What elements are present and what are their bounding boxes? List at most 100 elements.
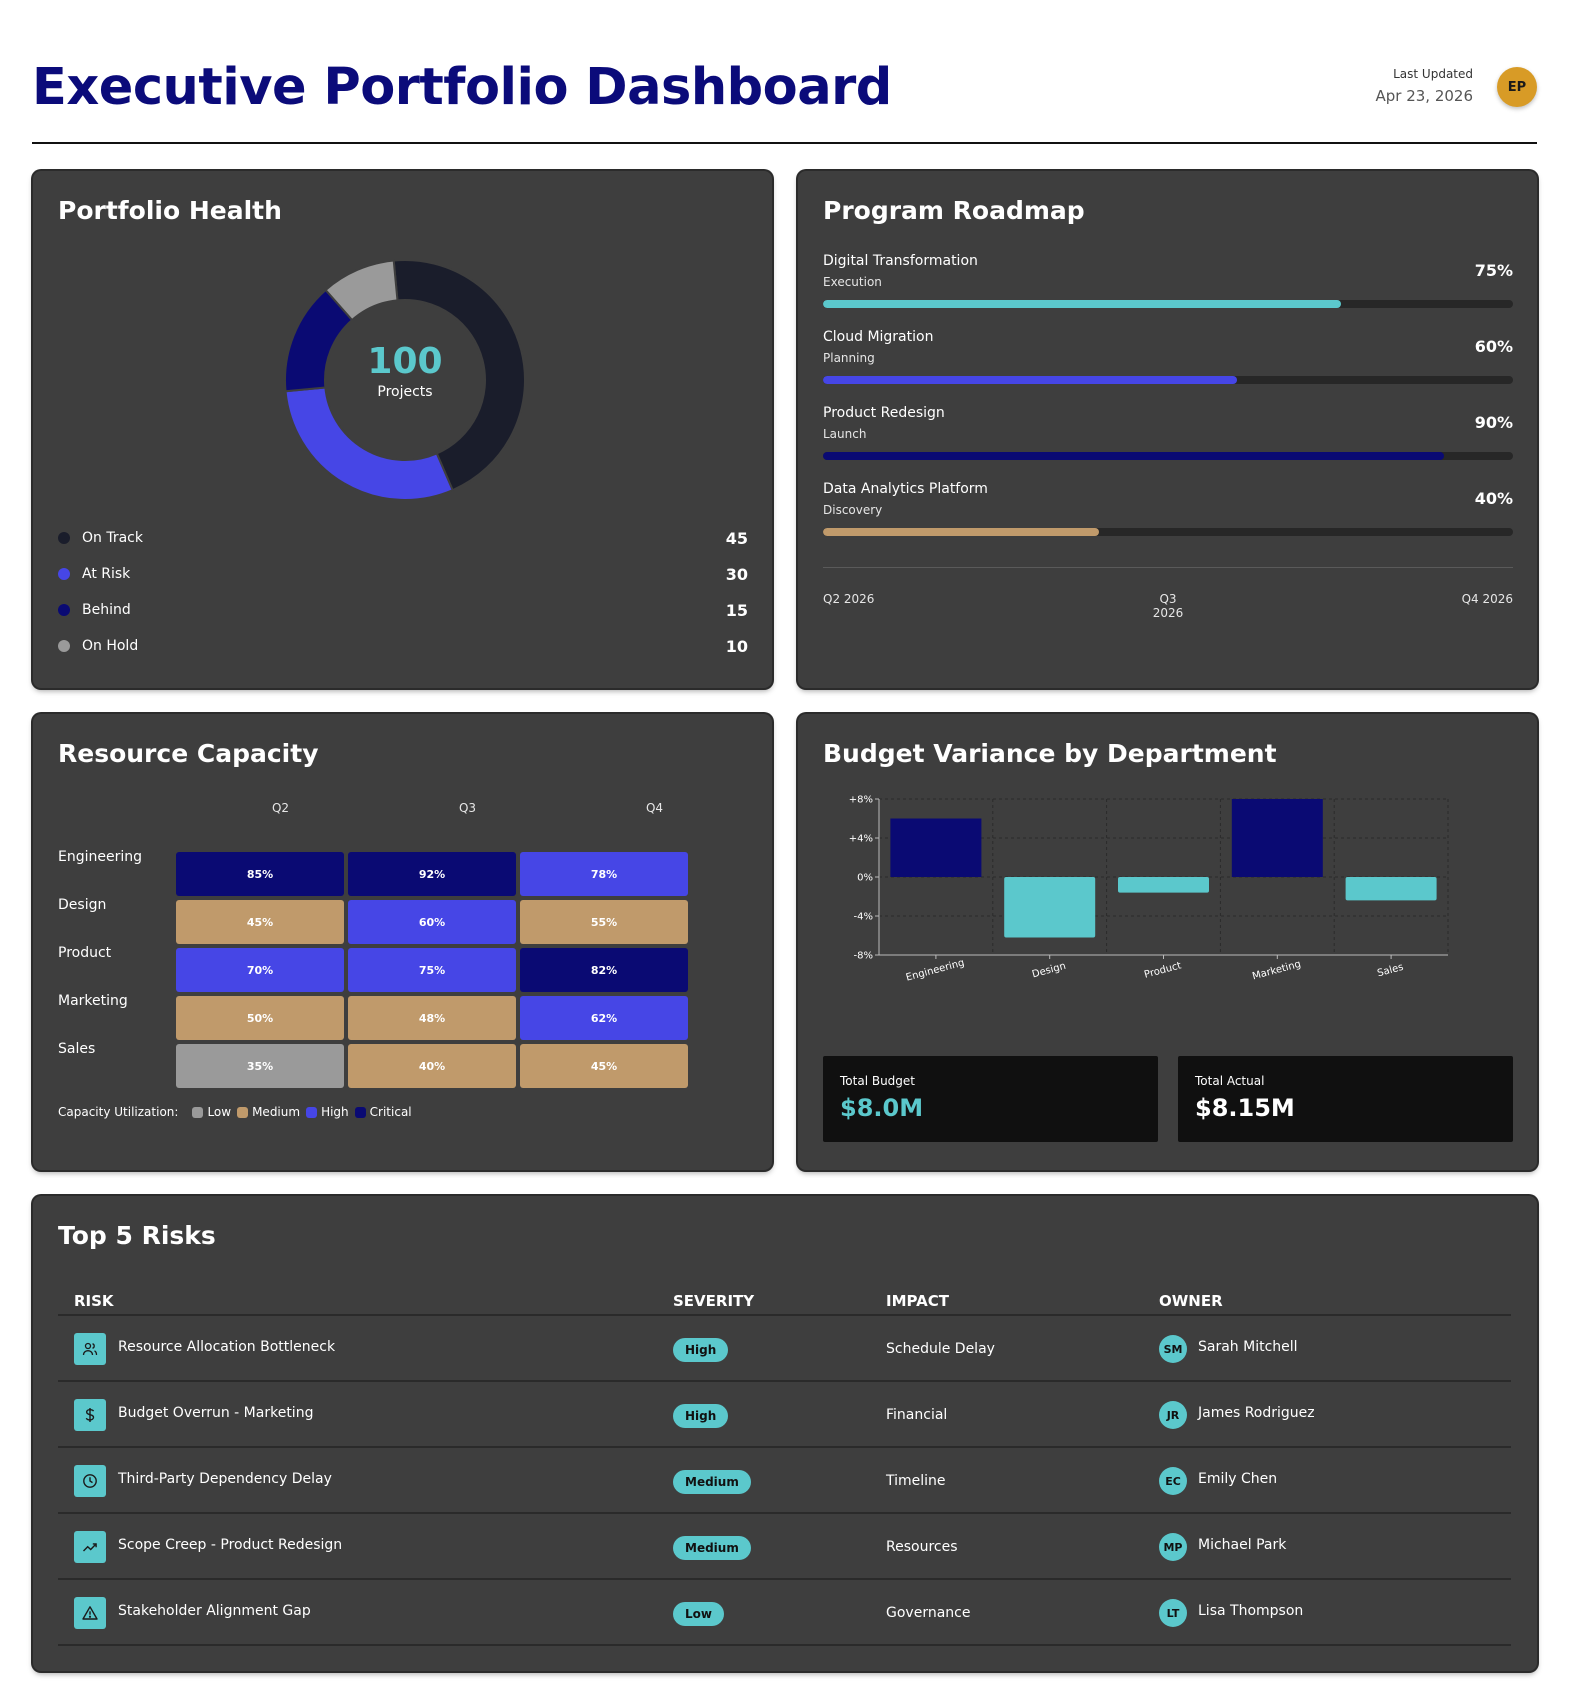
risk-name: Scope Creep - Product Redesign [118, 1537, 343, 1553]
donut-total-label: Projects [377, 384, 433, 400]
table-row[interactable]: Third-Party Dependency Delay Medium Time… [58, 1448, 1511, 1514]
medium-swatch [237, 1106, 249, 1118]
bar-design[interactable] [1004, 877, 1096, 938]
last-updated-date: Apr 23, 2026 [1375, 87, 1473, 105]
clock-icon [74, 1465, 106, 1497]
timeline-label: Q2 2026 [823, 592, 875, 606]
table-row[interactable]: Resource Allocation Bottleneck High Sche… [58, 1316, 1511, 1382]
heatmap-cell[interactable]: 40% [348, 1044, 516, 1088]
heatmap-cell[interactable]: 50% [176, 996, 344, 1040]
roadmap-item-name: Digital Transformation [823, 253, 978, 269]
table-row[interactable]: Budget Overrun - Marketing High Financia… [58, 1382, 1511, 1448]
legend-count: 10 [725, 636, 748, 656]
user-avatar[interactable]: EP [1497, 67, 1537, 107]
heatmap-column-header: Q4 [645, 801, 664, 815]
x-tick-label: Engineering [905, 958, 966, 984]
donut-total: 100 [367, 341, 443, 382]
roadmap-item-digital-transformation[interactable]: Digital Transformation Execution 75% [823, 253, 1513, 317]
resource-capacity-card: Resource Capacity Q2 Q3 Q4 Engineering 85… [33, 714, 772, 1170]
bar-product[interactable] [1118, 877, 1209, 893]
table-header-divider [58, 1314, 1511, 1316]
donut-slice-at-risk[interactable] [284, 386, 454, 501]
roadmap-item-cloud-migration[interactable]: Cloud Migration Planning 60% [823, 329, 1513, 393]
roadmap-item-percent: 90% [1474, 413, 1513, 432]
total-actual-label: Total Actual [1195, 1074, 1265, 1088]
heatmap-row-label: Product [58, 945, 112, 961]
legend-on-track: On Track 45 [58, 526, 748, 550]
donut-slice-on-track[interactable] [392, 259, 526, 492]
risk-impact: Timeline [886, 1473, 946, 1489]
heatmap-row-label: Design [58, 897, 107, 913]
total-budget-box: Total Budget $8.0M [823, 1056, 1158, 1142]
y-tick-label: +4% [849, 834, 873, 845]
column-header-risk[interactable]: RISK [74, 1292, 114, 1310]
timeline-label: Q3 2026 [1152, 592, 1184, 620]
risk-name: Stakeholder Alignment Gap [118, 1603, 311, 1619]
table-row[interactable]: Stakeholder Alignment Gap Low Governance… [58, 1580, 1511, 1646]
owner-avatar: LT [1159, 1599, 1187, 1627]
donut-slice-on-hold[interactable] [324, 259, 399, 322]
progress-track [823, 376, 1513, 384]
legend-count: 15 [725, 600, 748, 620]
heatmap-cell[interactable]: 92% [348, 852, 516, 896]
owner-avatar: MP [1159, 1533, 1187, 1561]
roadmap-item-percent: 75% [1474, 261, 1513, 280]
bar-sales[interactable] [1345, 877, 1437, 901]
capacity-legend: Capacity Utilization: Low Medium High Cr… [58, 1105, 412, 1119]
warning-icon [74, 1597, 106, 1629]
heatmap-cell[interactable]: 82% [520, 948, 688, 992]
heatmap-cell[interactable]: 48% [348, 996, 516, 1040]
x-tick-label: Design [1031, 961, 1067, 981]
trending-up-icon [74, 1531, 106, 1563]
heatmap-cell[interactable]: 60% [348, 900, 516, 944]
progress-fill [823, 300, 1341, 308]
total-budget-value: $8.0M [840, 1094, 924, 1122]
heatmap-cell[interactable]: 75% [348, 948, 516, 992]
risk-name: Third-Party Dependency Delay [118, 1471, 332, 1487]
heatmap-cell[interactable]: 45% [520, 1044, 688, 1088]
legend-label: At Risk [82, 566, 131, 582]
roadmap-item-name: Cloud Migration [823, 329, 934, 345]
y-tick-label: +8% [849, 795, 873, 806]
bar-engineering[interactable] [890, 818, 982, 878]
heatmap-cell[interactable]: 55% [520, 900, 688, 944]
heatmap-cell[interactable]: 45% [176, 900, 344, 944]
page-header: Executive Portfolio Dashboard Last Updat… [32, 40, 1537, 144]
heatmap-cell[interactable]: 35% [176, 1044, 344, 1088]
legend-label: Behind [82, 602, 131, 618]
behind-dot [58, 604, 70, 616]
budget-variance-card: Budget Variance by Department +8% +4% 0% -4… [798, 714, 1537, 1170]
roadmap-item-percent: 40% [1474, 489, 1513, 508]
roadmap-item-phase: Launch [823, 427, 867, 441]
column-header-severity[interactable]: SEVERITY [673, 1292, 755, 1310]
heatmap-cell[interactable]: 62% [520, 996, 688, 1040]
roadmap-item-phase: Execution [823, 275, 882, 289]
heatmap-row-label: Engineering [58, 849, 142, 865]
capacity-legend-title: Capacity Utilization: [58, 1105, 179, 1119]
column-header-owner[interactable]: OWNER [1159, 1292, 1223, 1310]
roadmap-item-product-redesign[interactable]: Product Redesign Launch 90% [823, 405, 1513, 469]
progress-track [823, 528, 1513, 536]
critical-swatch [354, 1106, 366, 1118]
table-row[interactable]: Scope Creep - Product Redesign Medium Re… [58, 1514, 1511, 1580]
timeline-axis [823, 567, 1513, 568]
heatmap-cell[interactable]: 78% [520, 852, 688, 896]
budget-variance-chart: +8% +4% 0% -4% -8% Engineering Design Product Ma… [849, 795, 1449, 984]
heatmap-cell[interactable]: 70% [176, 948, 344, 992]
heatmap-row-label: Marketing [58, 993, 128, 1009]
bar-marketing[interactable] [1231, 799, 1323, 877]
risk-impact: Financial [886, 1407, 948, 1423]
dollar-icon [74, 1399, 106, 1431]
top-risks-title: Top 5 Risks [58, 1221, 216, 1250]
heatmap-cell[interactable]: 85% [176, 852, 344, 896]
roadmap-item-phase: Discovery [823, 503, 883, 517]
severity-badge: Medium [673, 1536, 751, 1560]
roadmap-item-data-analytics-platform[interactable]: Data Analytics Platform Discovery 40% [823, 481, 1513, 545]
column-header-impact[interactable]: IMPACT [886, 1292, 949, 1310]
legend-at-risk: At Risk 30 [58, 562, 748, 586]
x-tick-label: Sales [1376, 962, 1405, 980]
risk-name: Budget Overrun - Marketing [118, 1405, 314, 1421]
heatmap-column-header: Q3 [458, 801, 477, 815]
severity-badge: Low [673, 1602, 724, 1626]
page-title: Executive Portfolio Dashboard [32, 58, 892, 117]
